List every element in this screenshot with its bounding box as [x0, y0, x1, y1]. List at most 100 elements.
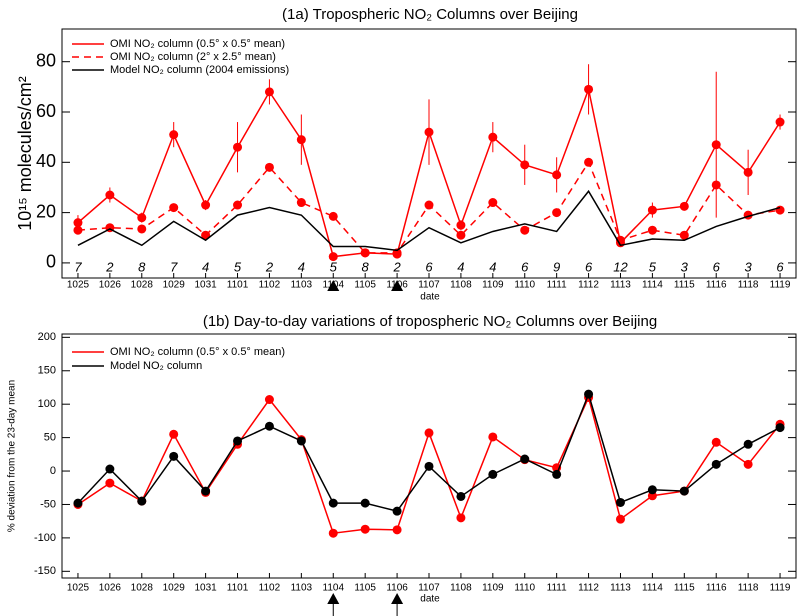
series-marker: [424, 461, 434, 471]
series-marker: [456, 513, 466, 523]
x-tick-label: 1113: [610, 280, 631, 291]
x-tick-label: 1110: [514, 280, 535, 291]
y-tick-label: 150: [38, 365, 56, 377]
legend-label: OMI NO₂ column (0.5° x 0.5° mean): [110, 38, 285, 50]
series-marker: [296, 436, 306, 446]
x-tick-label: 1101: [227, 280, 249, 291]
x-axis-label: date: [420, 292, 440, 303]
series-marker: [647, 225, 657, 235]
chart-title: (1a) Tropospheric NO₂ Columns over Beiji…: [282, 6, 578, 23]
series-marker: [775, 205, 785, 215]
series-marker: [328, 498, 338, 508]
series-marker: [73, 225, 83, 235]
series-marker: [743, 459, 753, 469]
series-marker: [552, 469, 562, 479]
count-label: 8: [138, 259, 146, 274]
count-label: 4: [457, 259, 464, 274]
x-tick-label: 1114: [642, 280, 663, 291]
series-marker: [584, 157, 594, 167]
series-marker: [520, 454, 530, 464]
series-marker: [679, 201, 689, 211]
x-tick-label: 1107: [418, 583, 440, 594]
arrow: [327, 280, 340, 291]
x-tick-label: 1104: [323, 583, 345, 594]
count-label: 6: [425, 259, 433, 274]
series-marker: [169, 203, 179, 213]
legend-label: OMI NO₂ column (0.5° x 0.5° mean): [110, 346, 285, 358]
series-marker: [711, 140, 721, 150]
series-marker: [584, 84, 594, 94]
x-tick-label: 1102: [259, 583, 281, 594]
series-marker: [711, 459, 721, 469]
count-label: 3: [745, 259, 753, 274]
y-tick-label: 0: [50, 465, 56, 477]
x-tick-label: 1114: [642, 583, 663, 594]
series-marker: [105, 478, 115, 488]
series-marker: [233, 436, 243, 446]
series-marker: [711, 437, 721, 447]
arrow: [327, 593, 340, 604]
count-label: 5: [330, 259, 338, 274]
series-marker: [169, 429, 179, 439]
count-label: 6: [776, 259, 784, 274]
series-marker: [328, 211, 338, 221]
x-tick-label: 1105: [354, 583, 376, 594]
series-marker: [296, 198, 306, 208]
x-tick-label: 1109: [482, 583, 504, 594]
legend-label: OMI NO₂ column (2° x 2.5° mean): [110, 51, 276, 63]
count-label: 3: [681, 259, 689, 274]
count-label: 4: [298, 259, 305, 274]
count-label: 2: [105, 259, 114, 274]
series-marker: [456, 220, 466, 230]
count-label: 6: [521, 259, 529, 274]
series-marker: [392, 506, 402, 516]
series-marker: [201, 230, 211, 240]
x-tick-label: 1105: [354, 280, 376, 291]
y-axis-label: % deviation from the 23-day mean: [7, 380, 18, 532]
x-tick-label: 1026: [99, 583, 122, 594]
series-marker: [73, 498, 83, 508]
x-tick-label: 1116: [706, 583, 727, 594]
series-marker: [488, 432, 498, 442]
series-marker: [264, 87, 274, 97]
series-marker: [424, 200, 434, 210]
legend-label: Model NO₂ column: [110, 360, 202, 372]
series-marker: [679, 230, 689, 240]
x-tick-label: 1115: [674, 583, 695, 594]
series-marker: [360, 248, 370, 258]
x-tick-label: 1119: [770, 583, 791, 594]
x-tick-label: 1107: [418, 280, 440, 291]
legend-label: Model NO₂ column (2004 emissions): [110, 64, 289, 76]
x-tick-label: 1102: [259, 280, 281, 291]
series-marker: [137, 213, 147, 223]
x-tick-label: 1029: [163, 280, 186, 291]
series-marker: [488, 198, 498, 208]
series-marker: [743, 439, 753, 449]
x-tick-label: 1119: [770, 280, 791, 291]
x-tick-label: 1028: [131, 583, 154, 594]
y-tick-label: 20: [36, 201, 56, 221]
series-marker: [201, 200, 211, 210]
count-label: 4: [489, 259, 496, 274]
x-tick-label: 1115: [674, 280, 695, 291]
series-marker: [775, 117, 785, 127]
count-label: 7: [170, 259, 178, 274]
y-tick-label: -100: [34, 532, 56, 544]
series-marker: [424, 428, 434, 438]
x-tick-label: 1103: [291, 280, 313, 291]
series-marker: [264, 162, 274, 172]
x-tick-label: 1101: [227, 583, 249, 594]
x-tick-label: 1029: [163, 583, 186, 594]
series-marker: [328, 252, 338, 262]
series-marker: [520, 225, 530, 235]
series-marker: [137, 496, 147, 506]
chart-title: (1b) Day-to-day variations of tropospher…: [203, 313, 657, 330]
series-marker: [233, 200, 243, 210]
x-tick-label: 1112: [578, 583, 599, 594]
series-marker: [328, 528, 338, 538]
x-tick-label: 1108: [450, 583, 472, 594]
count-label: 2: [265, 259, 274, 274]
series-marker: [392, 525, 402, 535]
x-tick-label: 1025: [67, 280, 90, 291]
series-marker: [647, 485, 657, 495]
